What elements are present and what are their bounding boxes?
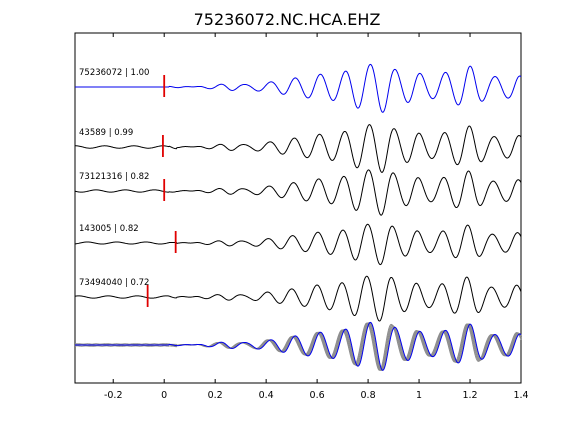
trace-4: 143005 | 0.82 — [74, 223, 522, 266]
trace-waveform — [74, 169, 522, 216]
overlay-trace-2 — [74, 322, 522, 371]
overlay-trace-1 — [75, 321, 522, 371]
plot-area — [74, 32, 522, 384]
trace-2: 43589 | 0.99 — [74, 124, 522, 173]
x-tick-label: -0.2 — [104, 390, 123, 401]
trace-label: 143005 | 0.82 — [79, 224, 139, 234]
overlay-trace-3 — [74, 322, 522, 371]
x-tick-label: 1.2 — [462, 390, 477, 401]
x-tick-label: 0.2 — [208, 390, 223, 401]
trace-label: 73121316 | 0.82 — [79, 172, 149, 182]
trace-label: 43589 | 0.99 — [79, 128, 133, 138]
x-tick-label: 0.6 — [310, 390, 325, 401]
trace-waveform — [74, 275, 522, 322]
trace-1: 75236072 | 1.00 — [75, 63, 522, 113]
trace-label: 75236072 | 1.00 — [79, 68, 149, 78]
trace-5: 73494040 | 0.72 — [74, 275, 522, 322]
trace-waveform — [75, 63, 522, 113]
x-tick-label: 0.8 — [361, 390, 376, 401]
x-axis: -0.2 0 0.2 0.4 0.6 0.8 1 1.2 1.4 — [104, 33, 529, 401]
trace-label: 73494040 | 0.72 — [79, 278, 149, 288]
chart-title: 75236072.NC.HCA.EHZ — [194, 10, 381, 29]
trace-waveform — [74, 124, 522, 173]
overlay-group — [74, 321, 522, 371]
overlay-trace-4 — [74, 322, 522, 371]
trace-group: 75236072 | 1.00 43589 | 0.99 73121316 | 0.… — [74, 63, 522, 322]
x-tick-label: 1 — [416, 390, 422, 401]
overlay-trace-5 — [74, 322, 522, 371]
x-tick-label: 0.4 — [259, 390, 274, 401]
trace-3: 73121316 | 0.82 — [74, 169, 522, 216]
x-tick-label: 0 — [161, 390, 167, 401]
x-tick-label: 1.4 — [513, 390, 528, 401]
trace-waveform — [74, 223, 522, 266]
